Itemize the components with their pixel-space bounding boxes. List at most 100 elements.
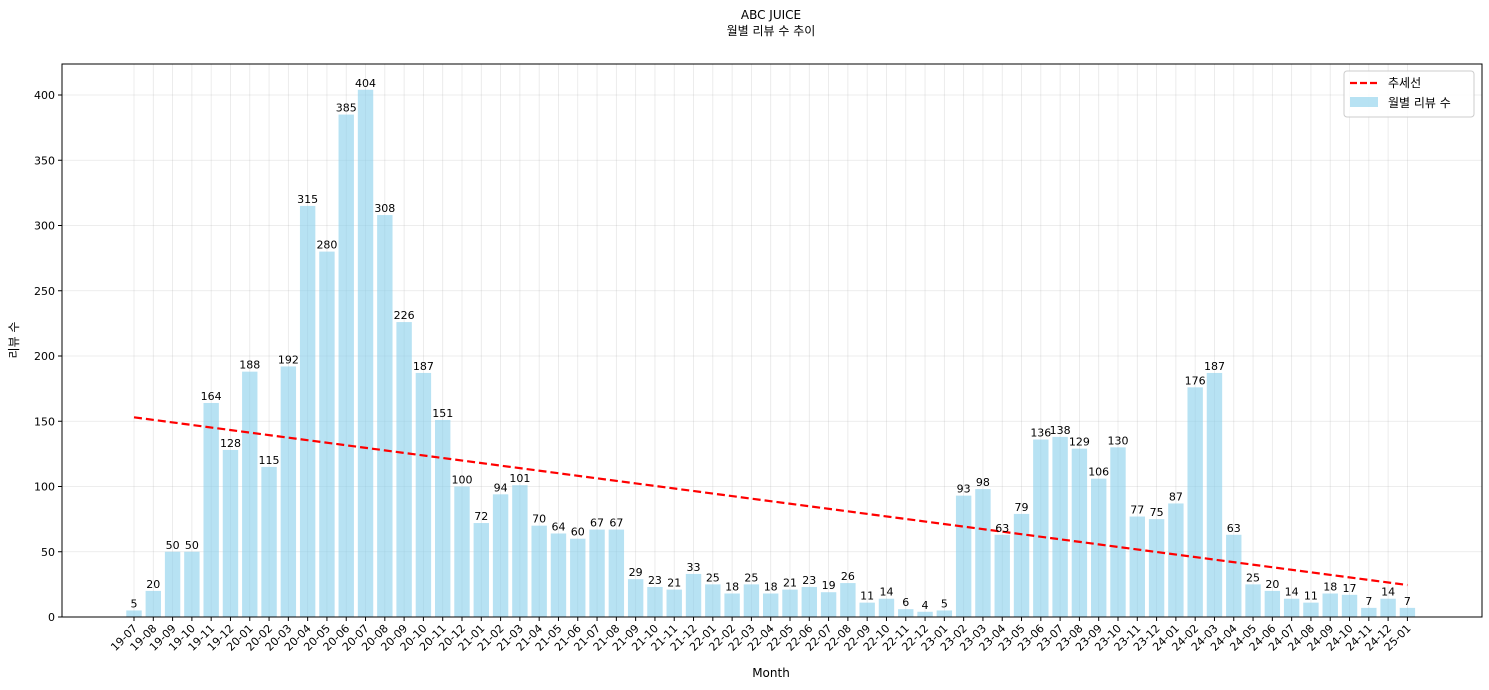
bar-24-04 (1226, 534, 1242, 617)
bar-23-12 (1148, 519, 1165, 617)
bar-value-label: 50 (166, 539, 180, 552)
bar-value-label: 23 (802, 574, 816, 587)
bar-value-label: 23 (648, 574, 662, 587)
bar-21-10 (647, 586, 663, 617)
bar-value-label: 25 (706, 571, 720, 584)
bar-24-05 (1245, 584, 1261, 617)
bar-value-label: 4 (922, 599, 929, 612)
bar-value-label: 14 (1285, 586, 1299, 599)
bar-value-label: 25 (1246, 571, 1260, 584)
bar-20-12 (454, 486, 470, 617)
bar-value-label: 60 (571, 526, 585, 539)
bar-23-06 (1033, 439, 1049, 617)
bar-23-03 (975, 489, 991, 617)
bar-22-09 (859, 602, 875, 617)
bar-19-07 (126, 610, 142, 617)
y-tick-label: 300 (34, 220, 55, 233)
bar-20-05 (319, 251, 335, 617)
bar-value-label: 115 (259, 454, 280, 467)
bar-value-label: 164 (201, 390, 222, 403)
y-axis: 0 50 100 150 200 250 300 350 400 (34, 89, 62, 624)
bar-value-label: 226 (394, 309, 415, 322)
bar-value-label: 87 (1169, 490, 1183, 503)
bar-21-11 (666, 589, 682, 617)
bar-value-label: 20 (146, 578, 160, 591)
bar-24-08 (1303, 602, 1319, 617)
bar-20-07 (357, 89, 374, 617)
bar-value-label: 308 (374, 202, 395, 215)
bar-value-label: 187 (1204, 360, 1225, 373)
bar-21-02 (492, 494, 509, 617)
bar-24-10 (1341, 594, 1358, 617)
bar-20-01 (242, 371, 258, 617)
bar-value-label: 101 (509, 472, 530, 485)
trend-line-series (133, 416, 1408, 587)
bar-value-label: 138 (1050, 424, 1071, 437)
bar-24-12 (1380, 598, 1396, 617)
bar-value-label: 18 (1323, 581, 1337, 594)
bar-25-01 (1399, 607, 1416, 617)
bar-21-07 (589, 529, 605, 617)
bar-value-label: 5 (941, 597, 948, 610)
bar-value-label: 77 (1130, 504, 1144, 517)
y-tick-label: 50 (41, 546, 55, 559)
bar-23-04 (994, 534, 1010, 617)
bar-value-label: 75 (1150, 506, 1164, 519)
bar-value-label: 5 (131, 597, 138, 610)
bar-23-08 (1071, 448, 1088, 617)
bar-value-label: 128 (220, 437, 241, 450)
bar-20-03 (280, 366, 297, 617)
bar-20-10 (415, 372, 432, 617)
bar-value-label: 14 (879, 586, 893, 599)
bar-20-04 (299, 205, 316, 618)
bar-value-label: 17 (1343, 582, 1357, 595)
bar-value-label: 63 (995, 522, 1009, 535)
bar-value-label: 6 (902, 596, 909, 609)
x-axis-title: Month (752, 666, 790, 680)
bar-22-03 (743, 584, 760, 617)
y-tick-label: 150 (34, 415, 55, 428)
bar-value-label: 11 (860, 590, 874, 603)
bar-19-08 (145, 590, 161, 617)
bar-value-label: 67 (609, 517, 623, 530)
bar-value-label: 67 (590, 517, 604, 530)
bar-value-label: 21 (667, 577, 681, 590)
plot-frame (61, 63, 1483, 618)
bar-value-label: 14 (1381, 586, 1395, 599)
bar-value-label: 64 (551, 520, 565, 533)
bar-value-label: 29 (629, 566, 643, 579)
bar-24-02 (1187, 387, 1203, 617)
chart-title: ABC JUICE (741, 8, 801, 22)
bar-20-06 (338, 114, 354, 617)
bar-22-07 (820, 592, 837, 617)
bar-value-label: 176 (1185, 374, 1206, 387)
y-tick-label: 250 (34, 285, 55, 298)
bar-value-label: 63 (1227, 522, 1241, 535)
bar-21-03 (512, 485, 528, 617)
bar-value-label: 385 (336, 102, 357, 115)
bar-value-label: 26 (841, 570, 855, 583)
bar-22-01 (705, 584, 721, 617)
legend-bar-label: 월별 리뷰 수 (1388, 96, 1451, 110)
bar-21-06 (570, 538, 586, 617)
bar-19-12 (222, 449, 239, 617)
bar-23-01 (936, 610, 953, 617)
bar-23-10 (1110, 447, 1126, 617)
bar-value-label: 188 (239, 359, 260, 372)
bar-22-05 (782, 589, 798, 617)
y-tick-label: 200 (34, 350, 55, 363)
y-tick-label: 400 (34, 89, 55, 102)
y-tick-label: 350 (34, 154, 55, 167)
bar-value-label: 404 (355, 77, 376, 90)
bar-24-06 (1264, 590, 1281, 617)
bar-19-11 (203, 402, 219, 617)
bar-24-03 (1206, 372, 1223, 617)
legend-bar-swatch (1350, 97, 1378, 107)
bar-series (126, 89, 1416, 618)
bar-value-label: 18 (764, 581, 778, 594)
bar-value-label: 11 (1304, 590, 1318, 603)
bar-20-11 (435, 419, 451, 617)
bar-value-label: 192 (278, 353, 299, 366)
